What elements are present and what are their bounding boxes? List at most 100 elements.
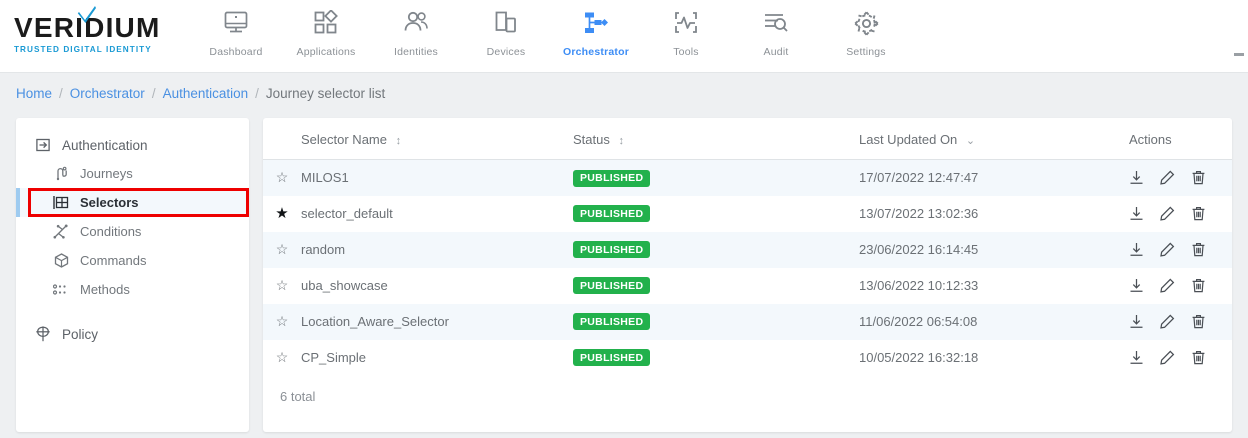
- selectors-table: Selector Name ↕ Status ↕ Last Updated On…: [263, 118, 1232, 376]
- download-icon[interactable]: [1129, 206, 1144, 221]
- sidebar-item-label: Selectors: [80, 195, 139, 210]
- column-label: Status: [573, 132, 610, 147]
- last-updated-cell: 23/06/2022 16:14:45: [859, 231, 1129, 268]
- status-badge: PUBLISHED: [573, 313, 651, 331]
- table-row[interactable]: ☆ Location_Aware_Selector PUBLISHED 11/0…: [263, 303, 1232, 340]
- brand-logo[interactable]: VERIDIUM TRUSTED DIGITAL IDENTITY: [0, 0, 175, 54]
- breadcrumb-item-orchestrator[interactable]: Orchestrator: [69, 86, 145, 101]
- favorite-star-icon[interactable]: ☆: [275, 349, 289, 365]
- actions-cell: [1129, 231, 1232, 268]
- favorite-cell: ☆: [263, 340, 301, 376]
- download-icon[interactable]: [1129, 314, 1144, 329]
- sidebar-group-policy[interactable]: Policy: [16, 320, 249, 348]
- download-icon[interactable]: [1129, 242, 1144, 257]
- nav-item-audit[interactable]: Audit: [731, 7, 821, 58]
- edit-pencil-icon[interactable]: [1160, 242, 1175, 257]
- status-cell: PUBLISHED: [573, 303, 859, 340]
- nav-label: Audit: [763, 46, 789, 58]
- nav-label: Identities: [393, 46, 439, 58]
- status-cell: PUBLISHED: [573, 159, 859, 196]
- table-row[interactable]: ☆ uba_showcase PUBLISHED 13/06/2022 10:1…: [263, 268, 1232, 304]
- sort-updown-icon[interactable]: ↕: [618, 135, 624, 147]
- monitor-icon: [222, 7, 250, 39]
- selectors-table-panel: Selector Name ↕ Status ↕ Last Updated On…: [263, 118, 1232, 432]
- column-header-actions: Actions: [1129, 118, 1232, 160]
- people-icon: [402, 7, 430, 39]
- sidebar-item-label: Commands: [80, 253, 147, 268]
- breadcrumb-separator: /: [151, 86, 156, 101]
- sidebar-item-conditions[interactable]: Conditions: [16, 217, 249, 246]
- download-icon[interactable]: [1129, 170, 1144, 185]
- download-icon[interactable]: [1129, 278, 1144, 293]
- breadcrumb-item-authentication[interactable]: Authentication: [162, 86, 249, 101]
- nav-item-tools[interactable]: Tools: [641, 7, 731, 58]
- last-updated-cell: 10/05/2022 16:32:18: [859, 350, 979, 365]
- favorite-star-icon[interactable]: ☆: [275, 277, 289, 293]
- selectors-icon: [52, 195, 70, 210]
- sidebar-group-label: Authentication: [62, 138, 148, 153]
- collapse-handle[interactable]: [1234, 53, 1244, 56]
- last-updated-cell: 13/06/2022 10:12:33: [859, 278, 979, 293]
- nav-item-applications[interactable]: Applications: [281, 7, 371, 58]
- download-icon[interactable]: [1129, 350, 1144, 365]
- sidebar-item-journeys[interactable]: Journeys: [16, 159, 249, 188]
- actions-cell: [1129, 159, 1232, 196]
- sidebar-item-methods[interactable]: Methods: [16, 275, 249, 304]
- table-row[interactable]: ☆ CP_Simple PUBLISHED 10/05/2022 16:32:1…: [263, 340, 1232, 376]
- nav-item-dashboard[interactable]: Dashboard: [191, 7, 281, 58]
- status-cell: PUBLISHED: [573, 196, 859, 232]
- status-cell: PUBLISHED: [573, 231, 859, 268]
- favorite-star-icon[interactable]: ★: [275, 205, 289, 222]
- nav-item-settings[interactable]: Settings: [821, 7, 911, 58]
- table-row[interactable]: ☆ random PUBLISHED 23/06/2022 16:14:45: [263, 231, 1232, 268]
- favorite-star-icon[interactable]: ☆: [275, 169, 289, 186]
- top-nav-items: Dashboard Applications: [191, 0, 911, 58]
- orchestrator-icon: [583, 7, 609, 39]
- edit-pencil-icon[interactable]: [1160, 314, 1175, 329]
- edit-pencil-icon[interactable]: [1160, 278, 1175, 293]
- column-header-status[interactable]: Status ↕: [573, 118, 859, 160]
- delete-trash-icon[interactable]: [1191, 314, 1206, 329]
- selector-name-cell: random: [301, 231, 573, 268]
- status-badge: PUBLISHED: [573, 241, 651, 259]
- edit-pencil-icon[interactable]: [1160, 350, 1175, 365]
- delete-trash-icon[interactable]: [1191, 206, 1206, 221]
- delete-trash-icon[interactable]: [1191, 350, 1206, 365]
- pulse-tools-icon: [673, 7, 699, 39]
- selector-name-cell: MILOS1: [301, 159, 573, 196]
- column-header-favorite: [263, 118, 301, 160]
- column-header-last-updated-on[interactable]: Last Updated On ⌄: [859, 118, 1129, 160]
- status-cell: PUBLISHED: [573, 340, 859, 376]
- edit-pencil-icon[interactable]: [1160, 206, 1175, 221]
- table-row[interactable]: ★ selector_default PUBLISHED 13/07/2022 …: [263, 196, 1232, 232]
- delete-trash-icon[interactable]: [1191, 170, 1206, 185]
- actions-cell: [1129, 268, 1232, 304]
- table-row[interactable]: ☆ MILOS1 PUBLISHED 17/07/2022 12:47:47: [263, 159, 1232, 196]
- sidebar-group-authentication[interactable]: Authentication: [16, 132, 249, 159]
- sidebar-panel: Authentication Journeys: [16, 118, 249, 432]
- favorite-star-icon[interactable]: ☆: [275, 313, 289, 329]
- breadcrumb: Home / Orchestrator / Authentication / J…: [16, 86, 385, 101]
- delete-trash-icon[interactable]: [1191, 242, 1206, 257]
- conditions-icon: [52, 224, 70, 239]
- sidebar-item-selectors[interactable]: Selectors: [16, 188, 249, 217]
- edit-pencil-icon[interactable]: [1160, 170, 1175, 185]
- methods-icon: [52, 282, 70, 297]
- brand-tagline: TRUSTED DIGITAL IDENTITY: [14, 45, 152, 54]
- column-header-selector-name[interactable]: Selector Name ↕: [301, 118, 573, 160]
- table-header: Selector Name ↕ Status ↕ Last Updated On…: [263, 118, 1232, 160]
- nav-item-identities[interactable]: Identities: [371, 7, 461, 58]
- delete-trash-icon[interactable]: [1191, 278, 1206, 293]
- sort-updown-icon[interactable]: ↕: [395, 135, 402, 147]
- chevron-down-icon[interactable]: ⌄: [965, 135, 976, 147]
- nav-label: Tools: [673, 46, 699, 58]
- nav-item-orchestrator[interactable]: Orchestrator: [551, 7, 641, 58]
- breadcrumb-item-home[interactable]: Home: [16, 86, 53, 101]
- status-badge: PUBLISHED: [573, 349, 651, 367]
- selector-name-cell: Location_Aware_Selector: [301, 303, 573, 340]
- breadcrumb-separator: /: [255, 86, 259, 101]
- favorite-star-icon[interactable]: ☆: [275, 241, 289, 257]
- nav-item-devices[interactable]: Devices: [461, 7, 551, 58]
- sidebar-item-commands[interactable]: Commands: [16, 246, 249, 275]
- favorite-cell: ☆: [263, 268, 301, 304]
